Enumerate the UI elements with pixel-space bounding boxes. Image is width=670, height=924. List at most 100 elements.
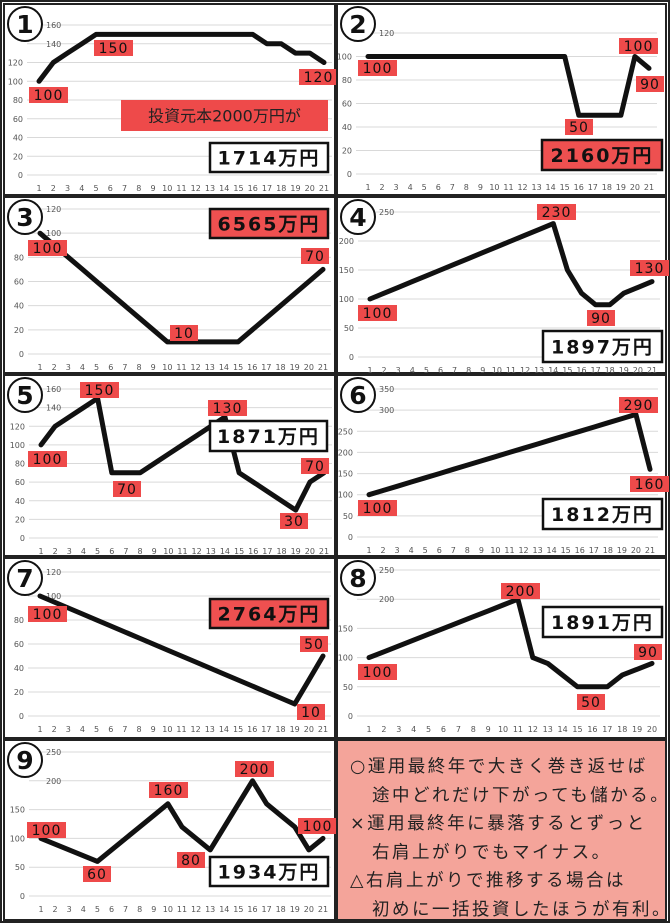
panel-number: 9 — [16, 746, 33, 775]
data-label: 100 — [363, 665, 393, 681]
x-tick-label: 2 — [53, 905, 58, 914]
series-line — [369, 414, 650, 494]
data-label: 120 — [304, 70, 334, 86]
x-tick-label: 4 — [80, 725, 85, 734]
x-tick-label: 19 — [290, 184, 300, 193]
panel-number: 5 — [16, 381, 33, 410]
x-tick-label: 17 — [588, 183, 598, 192]
x-tick-label: 18 — [276, 184, 286, 193]
x-tick-label: 14 — [219, 725, 229, 734]
x-tick-label: 17 — [589, 546, 599, 555]
x-tick-label: 5 — [93, 184, 98, 193]
x-tick-label: 6 — [108, 184, 113, 193]
x-tick-label: 16 — [587, 725, 597, 734]
x-tick-label: 8 — [137, 363, 142, 372]
x-tick-label: 14 — [558, 725, 568, 734]
y-tick-label: 100 — [338, 654, 353, 663]
x-tick-label: 17 — [261, 725, 271, 734]
x-tick-label: 6 — [108, 363, 113, 372]
x-tick-label: 8 — [137, 725, 142, 734]
x-tick-label: 13 — [543, 725, 553, 734]
panel-number: 1 — [16, 10, 33, 39]
x-tick-label: 4 — [408, 183, 413, 192]
data-label: 90 — [591, 311, 611, 327]
x-tick-label: 6 — [109, 905, 114, 914]
y-tick-label: 0 — [347, 170, 352, 179]
y-tick-label: 80 — [13, 96, 23, 105]
x-tick-label: 18 — [275, 725, 285, 734]
x-tick-label: 7 — [122, 363, 127, 372]
y-tick-label: 60 — [13, 115, 23, 124]
y-tick-label: 120 — [8, 59, 23, 68]
y-tick-label: 250 — [338, 427, 353, 436]
y-tick-label: 50 — [15, 863, 25, 872]
x-tick-label: 3 — [396, 725, 401, 734]
y-tick-label: 40 — [342, 123, 352, 132]
x-tick-label: 13 — [205, 184, 215, 193]
x-tick-label: 16 — [575, 546, 585, 555]
x-tick-label: 1 — [38, 547, 43, 556]
x-tick-label: 18 — [603, 546, 613, 555]
x-tick-label: 3 — [66, 725, 71, 734]
note-line-5: △右肩上がりで推移する場合は — [350, 867, 665, 896]
x-tick-label: 10 — [490, 546, 500, 555]
data-label: 100 — [33, 241, 63, 257]
x-tick-label: 12 — [191, 363, 201, 372]
x-tick-label: 20 — [304, 905, 314, 914]
x-tick-label: 9 — [479, 546, 484, 555]
note-line-6: 初めに一括投資したほうが有利。 — [350, 896, 665, 924]
x-tick-label: 5 — [423, 546, 428, 555]
y-tick-label: 200 — [379, 595, 394, 604]
x-tick-label: 20 — [631, 546, 641, 555]
series-line — [41, 398, 324, 510]
data-label: 100 — [303, 819, 333, 835]
y-tick-label: 100 — [338, 53, 352, 62]
x-tick-label: 12 — [518, 546, 528, 555]
y-tick-label: 160 — [46, 385, 61, 394]
y-tick-label: 140 — [46, 404, 61, 413]
x-tick-label: 18 — [276, 547, 286, 556]
result-value: 6565万円 — [218, 214, 321, 236]
x-tick-label: 20 — [630, 183, 640, 192]
y-tick-label: 100 — [339, 295, 354, 304]
data-label: 100 — [363, 306, 393, 322]
result-value: 2764万円 — [218, 604, 321, 626]
x-tick-label: 21 — [318, 905, 328, 914]
data-label: 50 — [581, 695, 601, 711]
x-tick-label: 11 — [176, 184, 186, 193]
y-tick-label: 0 — [348, 533, 353, 542]
x-tick-label: 20 — [304, 363, 314, 372]
data-label: 200 — [506, 584, 536, 600]
x-tick-label: 7 — [122, 725, 127, 734]
x-tick-label: 2 — [52, 725, 57, 734]
caption-text: 投資元本2000万円が — [148, 107, 301, 126]
note-line-2: 途中どれだけ下がっても儲かる。 — [350, 782, 665, 811]
x-tick-label: 10 — [163, 905, 173, 914]
x-tick-label: 13 — [205, 905, 215, 914]
data-label: 130 — [635, 261, 665, 277]
x-tick-label: 14 — [546, 183, 556, 192]
x-tick-label: 2 — [381, 725, 386, 734]
x-tick-label: 15 — [234, 547, 244, 556]
data-label: 150 — [85, 383, 115, 399]
x-tick-label: 1 — [365, 183, 370, 192]
x-tick-label: 15 — [572, 725, 582, 734]
data-label: 130 — [213, 401, 243, 417]
y-tick-label: 20 — [15, 515, 25, 524]
result-value: 1891万円 — [551, 612, 654, 634]
result-value: 1934万円 — [218, 862, 321, 884]
data-label: 80 — [181, 853, 201, 869]
x-tick-label: 17 — [602, 725, 612, 734]
y-tick-label: 200 — [46, 777, 61, 786]
x-tick-label: 15 — [561, 546, 571, 555]
y-tick-label: 250 — [46, 748, 61, 757]
y-tick-label: 100 — [10, 834, 25, 843]
y-tick-label: 150 — [339, 266, 354, 275]
